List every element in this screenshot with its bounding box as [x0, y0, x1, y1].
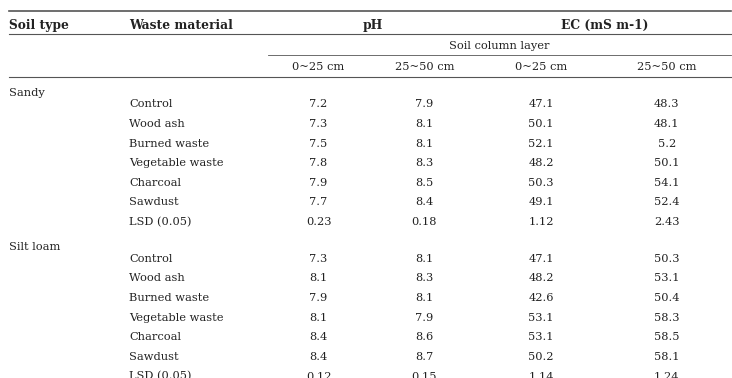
- Text: 25~50 cm: 25~50 cm: [395, 62, 454, 72]
- Text: 58.1: 58.1: [654, 352, 679, 362]
- Text: Burned waste: Burned waste: [129, 293, 209, 303]
- Text: 5.2: 5.2: [657, 138, 676, 149]
- Text: 8.1: 8.1: [415, 254, 433, 264]
- Text: 8.4: 8.4: [310, 352, 328, 362]
- Text: 0.23: 0.23: [306, 217, 332, 227]
- Text: 0.12: 0.12: [306, 372, 332, 378]
- Text: 49.1: 49.1: [529, 197, 554, 208]
- Text: 8.6: 8.6: [415, 332, 433, 342]
- Text: 2.43: 2.43: [654, 217, 679, 227]
- Text: 52.4: 52.4: [654, 197, 679, 208]
- Text: 50.1: 50.1: [529, 119, 554, 129]
- Text: 7.8: 7.8: [310, 158, 328, 168]
- Text: Burned waste: Burned waste: [129, 138, 209, 149]
- Text: 1.12: 1.12: [529, 217, 554, 227]
- Text: Vegetable waste: Vegetable waste: [129, 313, 223, 322]
- Text: 0.15: 0.15: [411, 372, 437, 378]
- Text: Soil column layer: Soil column layer: [449, 41, 549, 51]
- Text: 7.9: 7.9: [415, 313, 433, 322]
- Text: 8.1: 8.1: [310, 273, 328, 284]
- Text: EC (mS m-1): EC (mS m-1): [561, 19, 649, 32]
- Text: Charcoal: Charcoal: [129, 332, 181, 342]
- Text: 0.18: 0.18: [411, 217, 437, 227]
- Text: 52.1: 52.1: [529, 138, 554, 149]
- Text: Wood ash: Wood ash: [129, 273, 184, 284]
- Text: 48.2: 48.2: [529, 158, 554, 168]
- Text: 48.3: 48.3: [654, 99, 679, 109]
- Text: 50.2: 50.2: [529, 352, 554, 362]
- Text: Sandy: Sandy: [9, 88, 45, 98]
- Text: 53.1: 53.1: [529, 332, 554, 342]
- Text: 8.3: 8.3: [415, 158, 433, 168]
- Text: 50.3: 50.3: [529, 178, 554, 188]
- Text: 7.2: 7.2: [310, 99, 328, 109]
- Text: pH: pH: [363, 19, 384, 32]
- Text: Sawdust: Sawdust: [129, 352, 179, 362]
- Text: Waste material: Waste material: [129, 19, 233, 32]
- Text: 7.3: 7.3: [310, 254, 328, 264]
- Text: 8.1: 8.1: [415, 293, 433, 303]
- Text: 8.1: 8.1: [415, 138, 433, 149]
- Text: 25~50 cm: 25~50 cm: [637, 62, 697, 72]
- Text: 8.7: 8.7: [415, 352, 433, 362]
- Text: Wood ash: Wood ash: [129, 119, 184, 129]
- Text: 7.9: 7.9: [415, 99, 433, 109]
- Text: LSD (0.05): LSD (0.05): [129, 372, 192, 378]
- Text: Control: Control: [129, 99, 172, 109]
- Text: Sawdust: Sawdust: [129, 197, 179, 208]
- Text: 50.4: 50.4: [654, 293, 679, 303]
- Text: 58.5: 58.5: [654, 332, 679, 342]
- Text: 50.3: 50.3: [654, 254, 679, 264]
- Text: 53.1: 53.1: [529, 313, 554, 322]
- Text: 47.1: 47.1: [529, 254, 554, 264]
- Text: 7.9: 7.9: [310, 293, 328, 303]
- Text: 8.4: 8.4: [310, 332, 328, 342]
- Text: 8.5: 8.5: [415, 178, 433, 188]
- Text: 8.3: 8.3: [415, 273, 433, 284]
- Text: 50.1: 50.1: [654, 158, 679, 168]
- Text: 0~25 cm: 0~25 cm: [293, 62, 345, 72]
- Text: 7.3: 7.3: [310, 119, 328, 129]
- Text: 8.1: 8.1: [415, 119, 433, 129]
- Text: Control: Control: [129, 254, 172, 264]
- Text: 1.14: 1.14: [529, 372, 554, 378]
- Text: 7.5: 7.5: [310, 138, 328, 149]
- Text: Soil type: Soil type: [9, 19, 69, 32]
- Text: Silt loam: Silt loam: [9, 242, 60, 252]
- Text: 47.1: 47.1: [529, 99, 554, 109]
- Text: 7.9: 7.9: [310, 178, 328, 188]
- Text: Charcoal: Charcoal: [129, 178, 181, 188]
- Text: 48.1: 48.1: [654, 119, 679, 129]
- Text: 8.4: 8.4: [415, 197, 433, 208]
- Text: 42.6: 42.6: [529, 293, 554, 303]
- Text: 8.1: 8.1: [310, 313, 328, 322]
- Text: 53.1: 53.1: [654, 273, 679, 284]
- Text: 7.7: 7.7: [310, 197, 328, 208]
- Text: LSD (0.05): LSD (0.05): [129, 217, 192, 227]
- Text: Vegetable waste: Vegetable waste: [129, 158, 223, 168]
- Text: 58.3: 58.3: [654, 313, 679, 322]
- Text: 0~25 cm: 0~25 cm: [515, 62, 567, 72]
- Text: 1.24: 1.24: [654, 372, 679, 378]
- Text: 48.2: 48.2: [529, 273, 554, 284]
- Text: 54.1: 54.1: [654, 178, 679, 188]
